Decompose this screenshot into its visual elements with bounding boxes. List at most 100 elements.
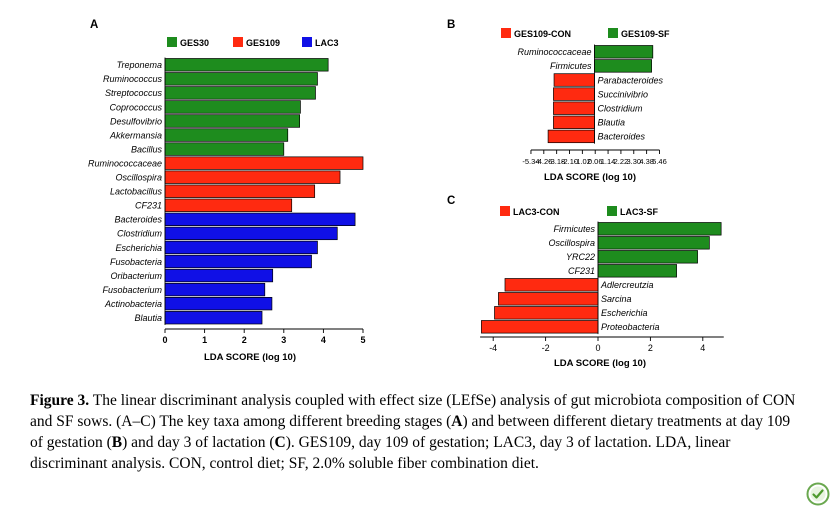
x-tick-label: 0 bbox=[162, 335, 167, 345]
bar-label: Lactobacillus bbox=[110, 187, 163, 197]
legend-swatch bbox=[167, 37, 177, 47]
legend-label: LAC3-CON bbox=[513, 207, 560, 217]
caption-part: ) and between different dietary treatmen… bbox=[30, 413, 791, 451]
legend-swatch bbox=[233, 37, 243, 47]
x-tick-label: 4 bbox=[321, 335, 326, 345]
chart-panel-b: B GES109-CON GES109-SF Ruminococcaceae Firmi… bbox=[447, 19, 670, 183]
bar bbox=[553, 115, 595, 129]
x-tick-label: 2 bbox=[648, 343, 653, 353]
panel-letter: A bbox=[90, 19, 98, 31]
bar bbox=[164, 86, 316, 100]
bar-label: Bacteroides bbox=[598, 132, 646, 142]
bar bbox=[553, 87, 595, 101]
bar-label: Ruminococcus bbox=[103, 74, 163, 84]
x-tick-label: -2 bbox=[542, 343, 550, 353]
bar bbox=[553, 73, 595, 87]
bar-label: Clostridium bbox=[117, 229, 163, 239]
x-tick-label: 3 bbox=[281, 335, 286, 345]
bar-label: Bacillus bbox=[131, 144, 163, 154]
x-tick-label: 4.38 bbox=[639, 157, 654, 166]
bar-label: Blautia bbox=[598, 118, 626, 128]
bar-label: CF231 bbox=[135, 201, 162, 211]
bar-label: Parabacteroides bbox=[598, 75, 664, 85]
bar-label: Streptococcus bbox=[105, 88, 163, 98]
bar bbox=[494, 306, 599, 320]
legend-label: LAC3 bbox=[315, 38, 339, 48]
x-axis-title: LDA SCORE (log 10) bbox=[554, 358, 646, 369]
bar-label: Akkermansia bbox=[109, 130, 162, 140]
bar bbox=[164, 114, 300, 128]
caption-part: B bbox=[111, 434, 123, 451]
bar bbox=[164, 212, 356, 227]
legend-label: GES109 bbox=[246, 38, 280, 48]
x-tick-label: 3.30 bbox=[626, 157, 641, 166]
bar bbox=[553, 101, 595, 115]
figure-caption: Figure 3. The linear discriminant analys… bbox=[30, 390, 800, 474]
x-axis-title: LDA SCORE (log 10) bbox=[204, 352, 296, 363]
x-tick-label: -5.34 bbox=[522, 157, 539, 166]
x-tick-label: -4.26 bbox=[535, 157, 552, 166]
bar bbox=[597, 250, 698, 264]
legend-label: LAC3-SF bbox=[620, 207, 659, 217]
x-tick-label: 0 bbox=[595, 343, 600, 353]
caption-part: The linear discriminant analysis coupled… bbox=[30, 392, 796, 430]
bar bbox=[597, 222, 722, 236]
caption-part: A bbox=[451, 413, 463, 430]
bar-label: Oscillospira bbox=[548, 238, 595, 248]
bar-label: Desulfovibrio bbox=[110, 116, 162, 126]
legend-label: GES109-SF bbox=[621, 29, 670, 39]
bar bbox=[164, 297, 273, 311]
bar-label: Actinobacteria bbox=[104, 299, 162, 309]
x-tick-label: 4 bbox=[700, 343, 705, 353]
bar-label: CF231 bbox=[568, 266, 595, 276]
bar bbox=[481, 320, 599, 334]
bar bbox=[164, 72, 318, 86]
bar bbox=[498, 292, 599, 306]
caption-body: The linear discriminant analysis coupled… bbox=[30, 392, 795, 472]
bar-label: Firmicutes bbox=[553, 224, 595, 234]
x-tick-label: -4 bbox=[489, 343, 497, 353]
legend-swatch bbox=[608, 28, 618, 38]
bar-label: Clostridium bbox=[598, 104, 644, 114]
bar-label: Succinivibrio bbox=[598, 89, 649, 99]
legend-swatch bbox=[607, 206, 617, 216]
bar bbox=[164, 156, 364, 170]
bar-label: Coprococcus bbox=[109, 102, 162, 112]
bar bbox=[164, 184, 316, 198]
bar-label: Ruminococcaceae bbox=[517, 47, 591, 57]
bar-label: Blautia bbox=[134, 313, 162, 323]
caption-part: ) and day 3 of lactation ( bbox=[122, 434, 275, 451]
bar-label: Proteobacteria bbox=[601, 322, 660, 332]
caption-part: ). GES109, day 109 of gestation; LAC3, d… bbox=[30, 434, 731, 472]
x-tick-label: 5.46 bbox=[652, 157, 667, 166]
caption-part: C bbox=[274, 434, 286, 451]
x-tick-label: 5 bbox=[360, 335, 365, 345]
x-tick-label: -2.10 bbox=[561, 157, 578, 166]
x-tick-label: 2.22 bbox=[614, 157, 629, 166]
bar bbox=[164, 282, 266, 297]
bar bbox=[164, 254, 312, 269]
legend-swatch bbox=[501, 28, 511, 38]
check-badge-icon[interactable] bbox=[806, 482, 830, 506]
legend-label: GES109-CON bbox=[514, 29, 571, 39]
bar bbox=[164, 58, 329, 72]
x-tick-label: 1 bbox=[202, 335, 207, 345]
x-tick-label: -3.18 bbox=[548, 157, 565, 166]
bar-label: Ruminococcaceae bbox=[88, 158, 162, 168]
bar bbox=[164, 311, 263, 325]
x-tick-label: -1.02 bbox=[574, 157, 591, 166]
bar bbox=[164, 198, 293, 212]
bar bbox=[594, 45, 654, 59]
bar bbox=[164, 170, 341, 184]
panel-letter: C bbox=[447, 195, 455, 207]
legend-label: GES30 bbox=[180, 38, 209, 48]
chart-panel-c: C LAC3-CON LAC3-SF Firmicutes Oscillospira YR… bbox=[447, 195, 724, 369]
x-tick-label: 1.14 bbox=[601, 157, 616, 166]
bar-label: Oribacterium bbox=[110, 271, 162, 281]
x-tick-label: 2 bbox=[242, 335, 247, 345]
bar bbox=[594, 59, 652, 73]
bar bbox=[597, 264, 677, 278]
bar bbox=[164, 100, 301, 114]
legend-swatch bbox=[500, 206, 510, 216]
